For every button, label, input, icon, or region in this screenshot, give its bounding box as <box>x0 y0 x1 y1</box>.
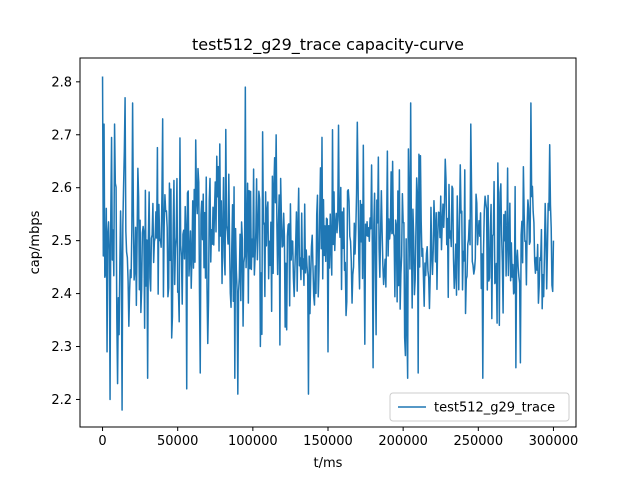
x-tick-label: 200000 <box>378 434 428 449</box>
x-tick-label: 100000 <box>228 434 278 449</box>
y-tick-label: 2.4 <box>51 287 72 302</box>
chart-title: test512_g29_trace capacity-curve <box>192 35 464 55</box>
legend: test512_g29_trace <box>389 392 570 422</box>
y-tick-label: 2.2 <box>51 393 72 408</box>
x-tick-label: 300000 <box>529 434 579 449</box>
y-tick-label: 2.5 <box>51 234 72 249</box>
x-axis-ticks: 0 50000 100000 150000 200000 250000 300000 <box>98 427 578 449</box>
x-tick-label: 150000 <box>303 434 353 449</box>
x-tick-label: 250000 <box>453 434 503 449</box>
y-tick-label: 2.8 <box>51 75 72 90</box>
legend-label: test512_g29_trace <box>434 401 555 416</box>
y-tick-label: 2.3 <box>51 340 72 355</box>
y-axis-label: cap/mbps <box>28 210 43 274</box>
x-tick-label: 50000 <box>157 434 198 449</box>
legend-box <box>389 392 570 422</box>
series-line-test512-g29-trace <box>101 76 555 411</box>
y-tick-label: 2.7 <box>51 128 72 143</box>
x-tick-label: 0 <box>98 434 106 449</box>
x-axis-label: t/ms <box>314 456 343 471</box>
plot-layer <box>101 76 555 411</box>
y-axis-ticks: 2.2 2.3 2.4 2.5 2.6 2.7 2.8 <box>51 75 80 408</box>
y-tick-label: 2.6 <box>51 181 72 196</box>
